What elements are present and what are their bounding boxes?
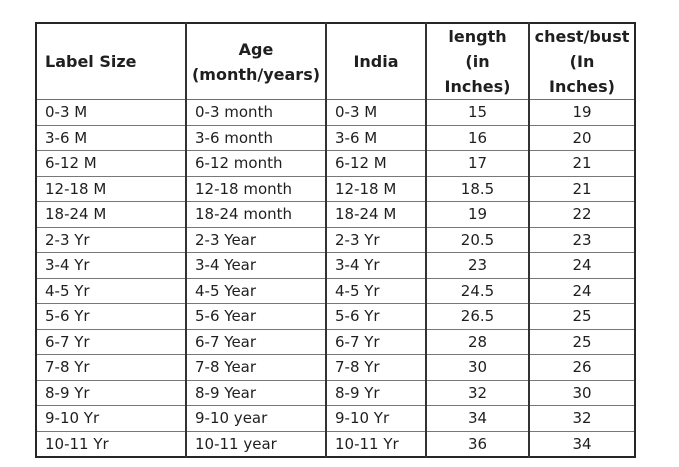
cell-chest-bust: 34 [528,430,635,457]
cell-length: 17 [425,150,529,176]
column-header-age: Age (month/years) [185,23,326,100]
cell-age: 4-5 Year [185,277,326,304]
table-row: 12-18 M 12-18 month 12-18 M 18.5 21 [36,175,635,202]
cell-india: 6-7 Yr [325,328,426,355]
cell-age: 3-6 month [185,124,326,151]
cell-india: 8-9 Yr [325,379,426,406]
cell-chest-bust: 21 [528,150,635,176]
cell-age: 5-6 Year [185,303,326,329]
table-row: 3-6 M 3-6 month 3-6 M 16 20 [36,124,635,151]
cell-chest-bust: 25 [528,328,635,355]
cell-label-size: 7-8 Yr [36,354,186,380]
cell-age: 3-4 Year [185,252,326,278]
cell-india: 3-6 M [325,124,426,151]
cell-label-size: 6-12 M [36,150,186,176]
cell-chest-bust: 22 [528,201,635,227]
cell-chest-bust: 30 [528,379,635,406]
cell-length: 32 [425,379,529,406]
cell-age: 7-8 Year [185,354,326,380]
cell-chest-bust: 26 [528,354,635,380]
cell-india: 12-18 M [325,175,426,202]
cell-age: 2-3 Year [185,226,326,253]
cell-label-size: 18-24 M [36,201,186,227]
table-row: 6-7 Yr 6-7 Year 6-7 Yr 28 25 [36,328,635,355]
cell-label-size: 2-3 Yr [36,226,186,253]
header-row: Label Size Age (month/years) India length (in… [36,23,635,100]
cell-chest-bust: 19 [528,99,635,125]
table-body: 0-3 M 0-3 month 0-3 M 15 19 3-6 M 3-6 month 3-6… [36,99,635,457]
table-row: 9-10 Yr 9-10 year 9-10 Yr 34 32 [36,405,635,431]
cell-length: 16 [425,124,529,151]
column-header-india: India [325,23,426,100]
cell-chest-bust: 25 [528,303,635,329]
cell-length: 26.5 [425,303,529,329]
table-row: 0-3 M 0-3 month 0-3 M 15 19 [36,99,635,125]
table-row: 7-8 Yr 7-8 Year 7-8 Yr 30 26 [36,354,635,380]
cell-age: 0-3 month [185,99,326,125]
cell-age: 18-24 month [185,201,326,227]
cell-chest-bust: 32 [528,405,635,431]
cell-label-size: 10-11 Yr [36,430,186,457]
cell-length: 36 [425,430,529,457]
cell-length: 23 [425,252,529,278]
table-row: 5-6 Yr 5-6 Year 5-6 Yr 26.5 25 [36,303,635,329]
cell-chest-bust: 23 [528,226,635,253]
table-row: 2-3 Yr 2-3 Year 2-3 Yr 20.5 23 [36,226,635,253]
table-row: 6-12 M 6-12 month 6-12 M 17 21 [36,150,635,176]
cell-length: 30 [425,354,529,380]
cell-length: 19 [425,201,529,227]
cell-age: 9-10 year [185,405,326,431]
cell-label-size: 8-9 Yr [36,379,186,406]
cell-india: 10-11 Yr [325,430,426,457]
cell-label-size: 3-6 M [36,124,186,151]
cell-india: 6-12 M [325,150,426,176]
table-row: 18-24 M 18-24 month 18-24 M 19 22 [36,201,635,227]
cell-india: 5-6 Yr [325,303,426,329]
column-header-length: length (in Inches) [425,23,529,100]
cell-label-size: 5-6 Yr [36,303,186,329]
cell-chest-bust: 21 [528,175,635,202]
cell-length: 18.5 [425,175,529,202]
cell-age: 6-7 Year [185,328,326,355]
cell-label-size: 0-3 M [36,99,186,125]
cell-length: 20.5 [425,226,529,253]
column-header-label-size: Label Size [36,23,186,100]
table-row: 3-4 Yr 3-4 Year 3-4 Yr 23 24 [36,252,635,278]
cell-age: 10-11 year [185,430,326,457]
cell-age: 12-18 month [185,175,326,202]
cell-label-size: 4-5 Yr [36,277,186,304]
cell-length: 34 [425,405,529,431]
cell-label-size: 3-4 Yr [36,252,186,278]
column-header-chest-bust: chest/bust (In Inches) [528,23,635,100]
size-chart-table: Label Size Age (month/years) India length (in… [35,22,636,458]
cell-india: 7-8 Yr [325,354,426,380]
table-row: 10-11 Yr 10-11 year 10-11 Yr 36 34 [36,430,635,457]
cell-label-size: 6-7 Yr [36,328,186,355]
cell-india: 9-10 Yr [325,405,426,431]
table-row: 4-5 Yr 4-5 Year 4-5 Yr 24.5 24 [36,277,635,304]
cell-india: 2-3 Yr [325,226,426,253]
cell-length: 15 [425,99,529,125]
cell-india: 18-24 M [325,201,426,227]
cell-label-size: 9-10 Yr [36,405,186,431]
cell-label-size: 12-18 M [36,175,186,202]
cell-india: 0-3 M [325,99,426,125]
cell-chest-bust: 24 [528,277,635,304]
cell-chest-bust: 24 [528,252,635,278]
cell-india: 3-4 Yr [325,252,426,278]
cell-india: 4-5 Yr [325,277,426,304]
cell-length: 24.5 [425,277,529,304]
cell-chest-bust: 20 [528,124,635,151]
cell-age: 8-9 Year [185,379,326,406]
cell-length: 28 [425,328,529,355]
table-row: 8-9 Yr 8-9 Year 8-9 Yr 32 30 [36,379,635,406]
cell-age: 6-12 month [185,150,326,176]
